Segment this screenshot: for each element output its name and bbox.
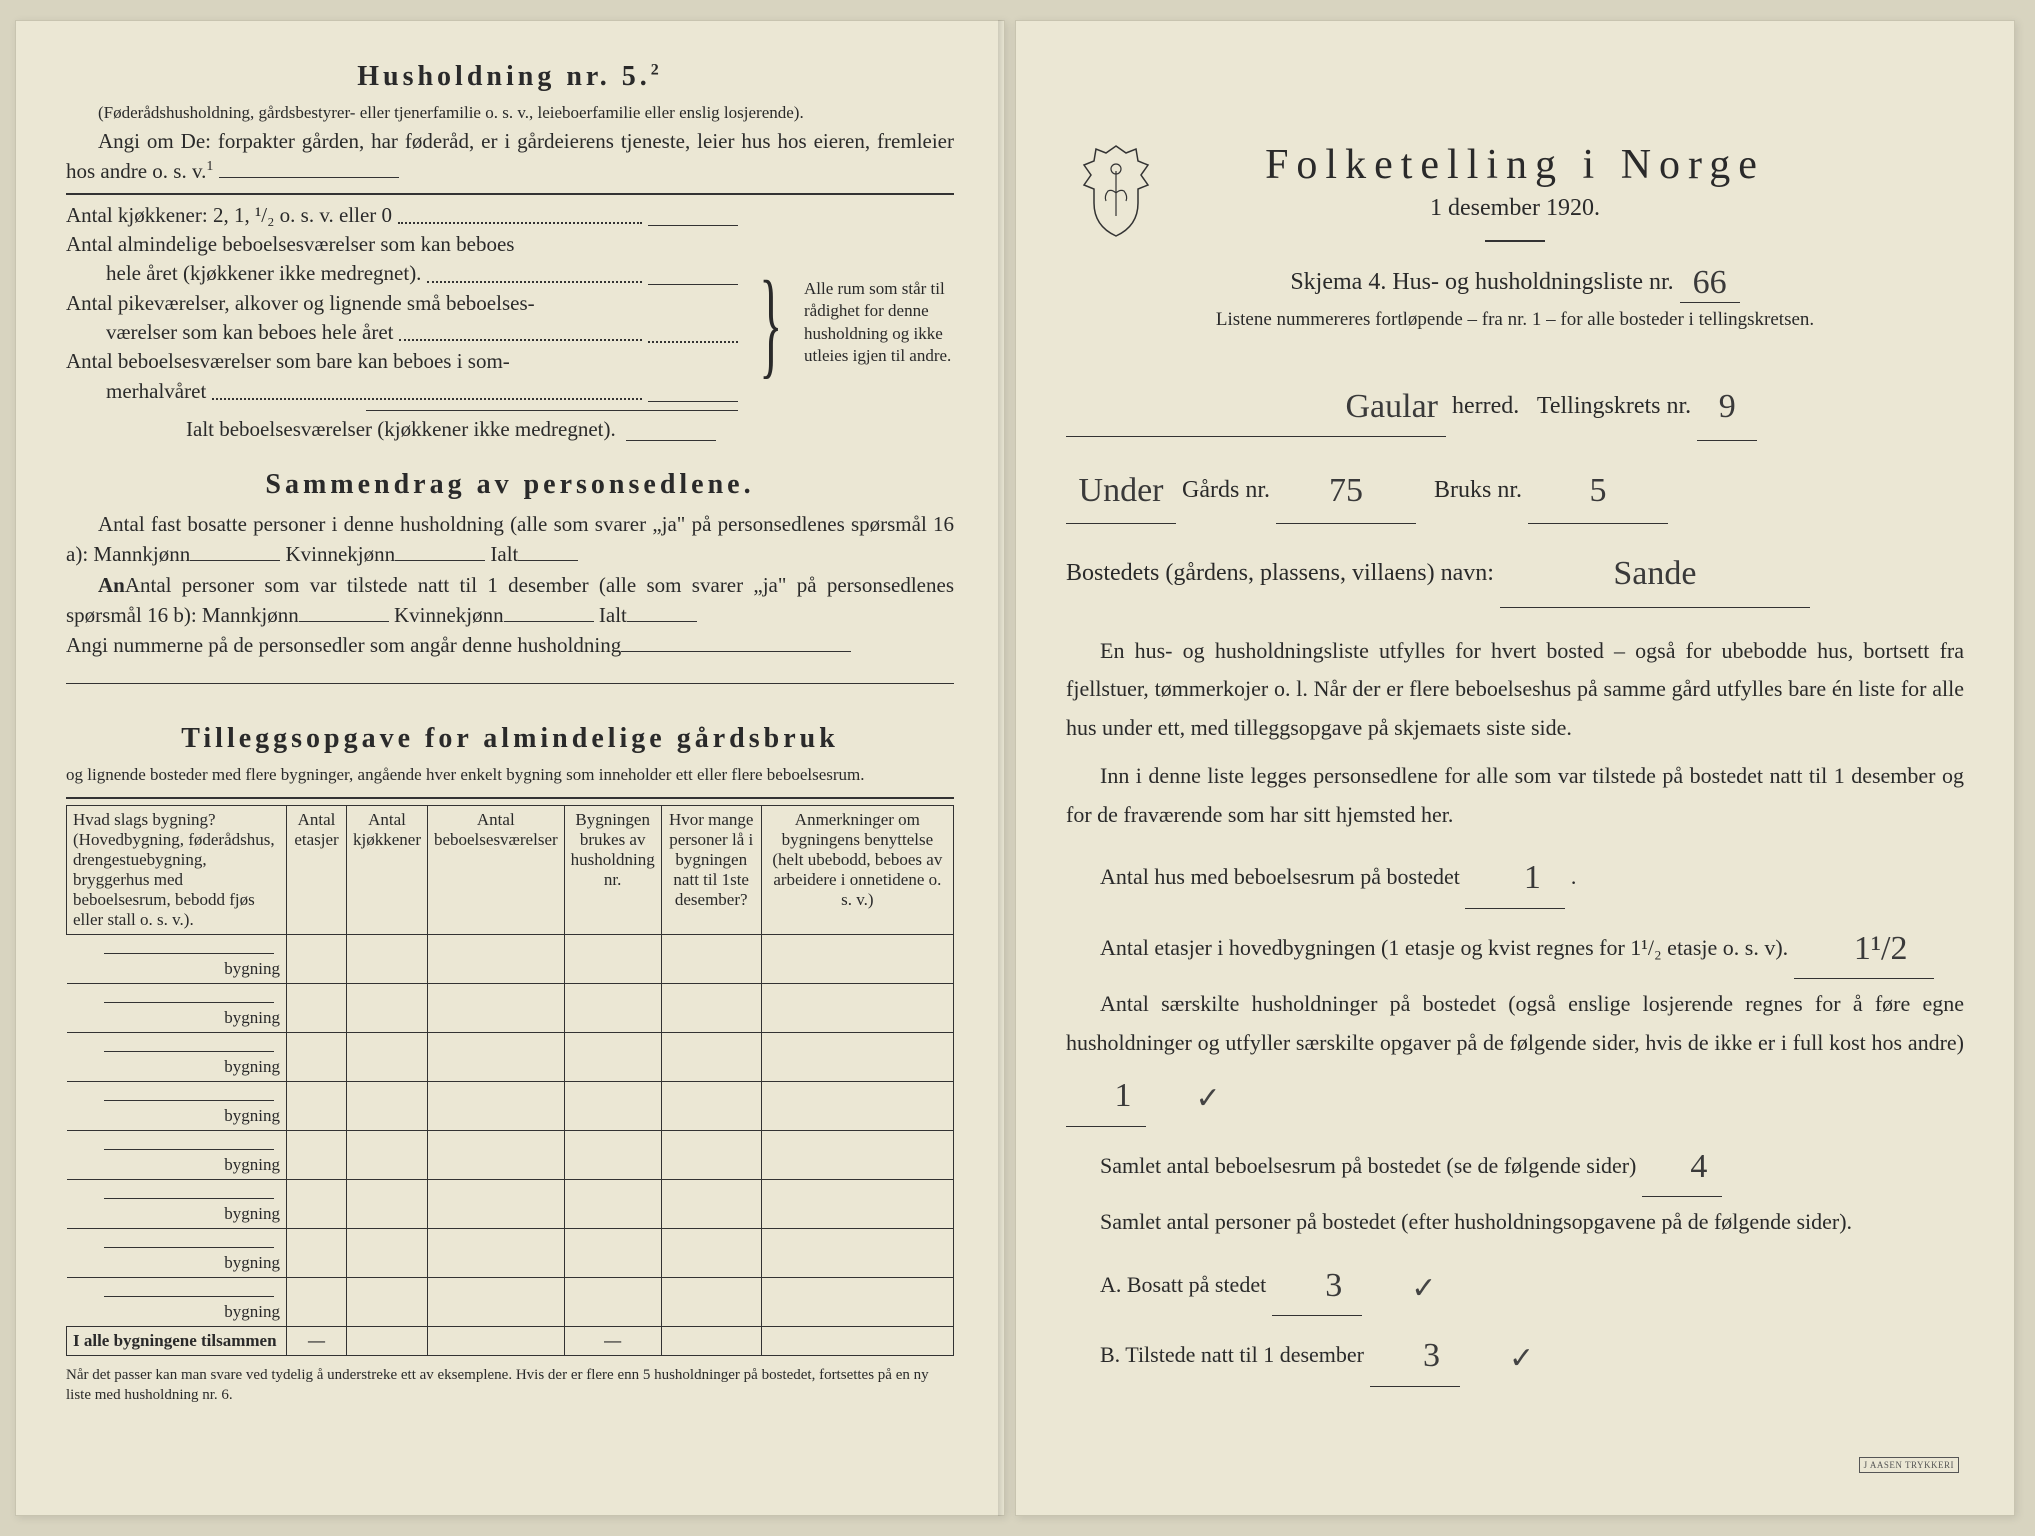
check-icon: ✓ [1377,1263,1436,1316]
samlet-personer-line: Samlet antal personer på bostedet (efter… [1066,1203,1964,1242]
antal-hus-line: Antal hus med beboelsesrum på bostedet 1… [1066,844,1964,905]
table-row: bygning [67,935,954,984]
antal-hus-value: 1 [1465,848,1565,909]
herred-value: Gaular [1345,375,1438,440]
antal-personer: AnAntal personer som var tilstede natt t… [66,570,954,631]
bruks-nr-value: 5 [1528,459,1668,525]
antal-etasjer-value: 1¹/2 [1794,919,1934,980]
left-page: Husholdning nr. 5.2 (Føderådshusholdning… [15,20,1005,1516]
brace-text: Alle rum som står til rådighet for denne… [804,278,954,366]
skjema-line: Skjema 4. Hus- og husholdningsliste nr. … [1066,260,1964,299]
table-header-row: Hvad slags bygning? (Hovedbygning, føder… [67,806,954,935]
tillegg-title: Tilleggsopgave for almindelige gårdsbruk [66,723,954,755]
check-icon: ✓ [1475,1333,1534,1386]
sub-date: 1 desember 1920. [1066,195,1964,222]
herred-row: Gaular herred. Tellingskrets nr. 9 [1066,371,1964,437]
crest-icon [1076,141,1156,241]
bostedets-row: Bostedets (gårdens, plassens, villaens) … [1066,538,1964,604]
sammendrag-title: Sammendrag av personsedlene. [66,469,954,501]
check-icon: ✓ [1162,1073,1221,1126]
th-beboelse: Antal beboelsesværelser [427,806,564,935]
table-row: bygning [67,1131,954,1180]
table-total-row: I alle bygningene tilsammen—— [67,1327,954,1356]
b-line: B. Tilstede natt til 1 desember 3 ✓ [1066,1322,1964,1383]
building-table: Hvad slags bygning? (Hovedbygning, føder… [66,805,954,1356]
th-etasjer: Antal etasjer [287,806,347,935]
footnote: Når det passer kan man svare ved tydelig… [66,1366,954,1405]
under-value: Under [1066,459,1176,525]
gards-row: Under Gårds nr. 75 Bruks nr. 5 [1066,455,1964,521]
th-anm: Anmerkninger om bygningens benyttelse (h… [761,806,953,935]
right-body: En hus- og husholdningsliste utfylles fo… [1066,632,1964,1383]
tillegg-sub: og lignende bosteder med flere bygninger… [66,763,954,788]
sammendrag-line1: Antal fast bosatte personer i denne hush… [66,509,954,570]
para1: En hus- og husholdningsliste utfylles fo… [1066,632,1964,748]
antal-etasjer-line: Antal etasjer i hovedbygningen (1 etasje… [1066,915,1964,976]
gards-nr-value: 75 [1276,459,1416,525]
divider [1485,240,1545,242]
th-kjokkener: Antal kjøkkener [347,806,428,935]
husholdning-title: Husholdning nr. 5.2 [66,61,954,93]
th-personer: Hvor mange personer lå i bygningen natt … [661,806,761,935]
angi-nummerne: Angi nummerne på de personsedler som ang… [66,630,954,660]
table-row: bygning [67,984,954,1033]
main-title: Folketelling i Norge [1066,141,1964,189]
samlet-beboelse-line: Samlet antal beboelsesrum på bostedet (s… [1066,1133,1964,1194]
skjema-nr-value: 66 [1680,264,1740,303]
center-fold [998,20,1004,1516]
a-line: A. Bosatt på stedet 3 ✓ [1066,1252,1964,1313]
tellingskrets-value: 9 [1697,375,1757,441]
antal-saer-line: Antal særskilte husholdninger på bostede… [1066,985,1964,1123]
brace-icon: } [760,269,783,377]
a-value: 3 [1272,1256,1362,1317]
printer-stamp: J AASEN TRYKKERI [1859,1457,1959,1473]
husholdning-sub: (Føderådshusholdning, gårdsbestyrer- ell… [66,101,954,126]
kitchen-block: Antal kjøkkener: 2, 1, ¹/₂ o. s. v. elle… [66,201,954,445]
table-row: bygning [67,1229,954,1278]
table-row: bygning [67,1082,954,1131]
antal-saer-value: 1 [1066,1066,1146,1127]
table-row: bygning [67,1033,954,1082]
listene-line: Listene nummereres fortløpende – fra nr.… [1066,309,1964,331]
bostedets-value: Sande [1500,542,1810,608]
th-bygning: Hvad slags bygning? (Hovedbygning, føder… [67,806,287,935]
b-value: 3 [1370,1326,1460,1387]
angi-om-de: Angi om De: forpakter gården, har føderå… [66,126,954,187]
samlet-beboelse-value: 4 [1642,1137,1722,1198]
table-row: bygning [67,1180,954,1229]
right-page: Folketelling i Norge 1 desember 1920. Sk… [1015,20,2015,1516]
table-row: bygning [67,1278,954,1327]
th-husholdning: Bygningen brukes av husholdning nr. [564,806,661,935]
para2: Inn i denne liste legges personsedlene f… [1066,757,1964,834]
